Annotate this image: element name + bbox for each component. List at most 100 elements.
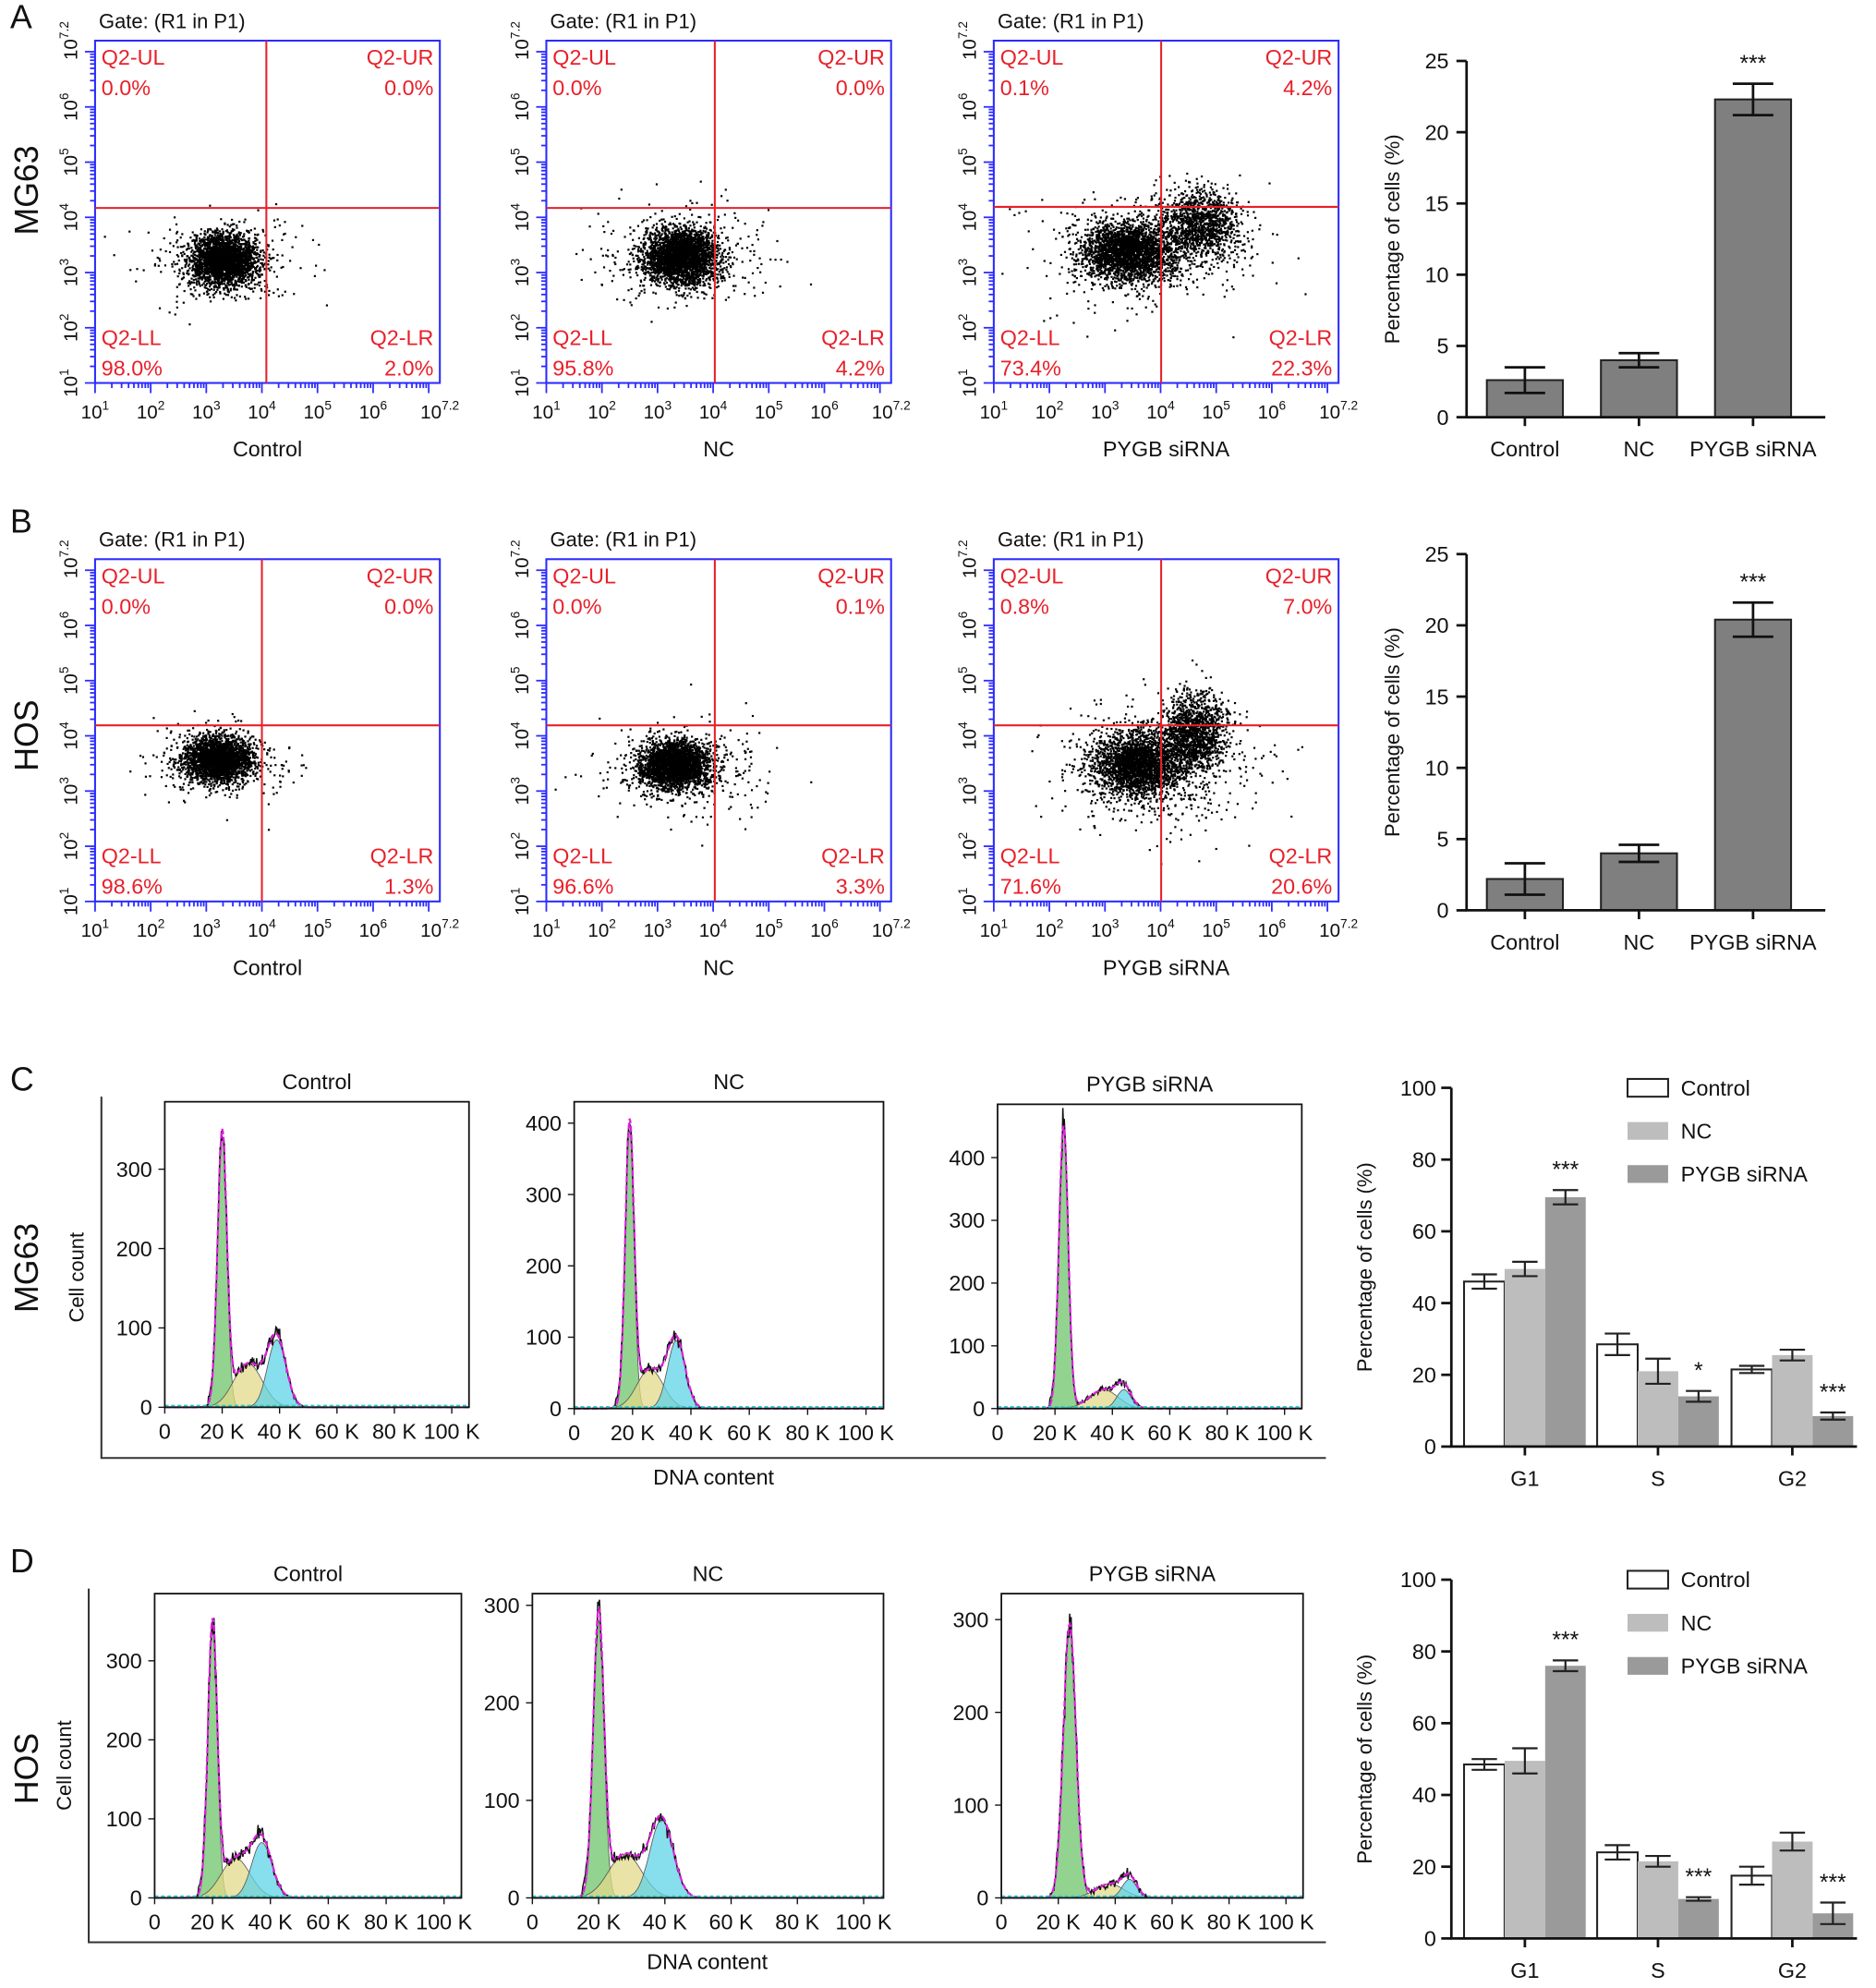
- data-point: [716, 250, 719, 253]
- data-point: [205, 273, 208, 275]
- data-point: [179, 236, 182, 239]
- data-point: [224, 292, 226, 295]
- data-point: [210, 263, 213, 266]
- data-point: [250, 287, 253, 290]
- data-point: [244, 273, 247, 275]
- data-point: [247, 255, 250, 258]
- data-point: [136, 268, 139, 271]
- data-point: [203, 280, 206, 283]
- data-point: [230, 224, 233, 226]
- scatter-plot: Gate: (R1 in P1)101101102102103103104104…: [57, 9, 459, 461]
- data-point: [192, 260, 195, 262]
- data-point: [244, 274, 247, 278]
- data-point: [250, 281, 253, 284]
- data-point: [248, 251, 251, 254]
- data-point: [323, 269, 326, 272]
- data-point: [232, 261, 236, 264]
- data-point: [207, 278, 210, 281]
- data-point: [233, 268, 236, 271]
- data-point: [704, 236, 708, 239]
- data-point: [184, 264, 187, 267]
- data-point: [215, 227, 219, 230]
- data-point: [280, 266, 283, 269]
- data-point: [657, 280, 660, 283]
- data-point: [168, 250, 172, 254]
- data-point: [291, 246, 294, 248]
- data-point: [237, 280, 240, 284]
- data-point: [239, 254, 242, 257]
- data-point: [673, 273, 676, 275]
- data-point: [226, 294, 230, 297]
- data-point: [228, 263, 231, 266]
- data-point: [207, 228, 210, 231]
- data-point: [222, 257, 224, 261]
- data-point: [724, 261, 728, 263]
- data-point: [195, 266, 198, 269]
- data-point: [226, 257, 229, 260]
- tick-exponent: 6: [57, 92, 71, 100]
- data-point: [183, 245, 186, 248]
- data-point: [235, 257, 238, 261]
- data-point: [212, 294, 214, 297]
- data-point: [208, 289, 212, 292]
- data-point: [218, 230, 222, 233]
- data-point: [235, 282, 237, 285]
- data-point: [231, 229, 235, 232]
- data-point: [191, 248, 194, 252]
- data-point: [222, 231, 224, 235]
- data-point: [235, 263, 237, 266]
- data-point: [188, 263, 191, 266]
- data-point: [225, 237, 228, 240]
- data-point: [715, 253, 718, 256]
- data-point: [208, 246, 211, 248]
- data-point: [199, 263, 201, 266]
- data-point: [169, 242, 172, 245]
- data-point: [277, 295, 281, 297]
- data-point: [208, 261, 211, 264]
- data-point: [209, 260, 212, 262]
- data-point: [240, 277, 243, 280]
- data-point: [238, 234, 242, 236]
- data-point: [224, 251, 226, 254]
- data-point: [238, 261, 241, 263]
- data-point: [729, 256, 732, 259]
- data-point: [188, 267, 191, 270]
- data-point: [223, 288, 225, 291]
- data-point: [269, 269, 272, 272]
- data-point: [236, 238, 239, 241]
- data-point: [218, 269, 222, 272]
- data-point: [241, 238, 244, 242]
- quadrant-value-ur: 0.0%: [384, 76, 433, 100]
- data-point: [198, 266, 200, 270]
- data-point: [683, 224, 685, 227]
- data-point: [175, 253, 178, 257]
- data-point: [225, 247, 228, 250]
- data-point: [217, 266, 220, 269]
- data-point: [205, 284, 208, 286]
- data-point: [236, 235, 238, 237]
- data-point: [241, 279, 244, 283]
- data-point: [158, 307, 162, 309]
- data-point: [206, 275, 209, 279]
- data-point: [660, 241, 663, 245]
- data-point: [234, 250, 236, 253]
- data-point: [231, 273, 234, 275]
- data-point: [249, 259, 252, 261]
- tick-base: 10: [61, 39, 82, 60]
- data-point: [173, 270, 176, 273]
- data-point: [200, 261, 203, 264]
- data-point: [203, 251, 206, 254]
- data-point: [233, 285, 236, 287]
- data-point: [702, 281, 705, 284]
- data-point: [659, 241, 661, 245]
- data-point: [236, 226, 238, 229]
- data-point: [212, 263, 215, 266]
- data-point: [229, 242, 232, 245]
- data-point: [213, 278, 216, 281]
- data-point: [184, 265, 187, 269]
- data-point: [232, 255, 235, 258]
- data-point: [206, 267, 210, 271]
- data-point: [168, 311, 171, 314]
- data-point: [249, 254, 253, 257]
- data-point: [246, 258, 248, 261]
